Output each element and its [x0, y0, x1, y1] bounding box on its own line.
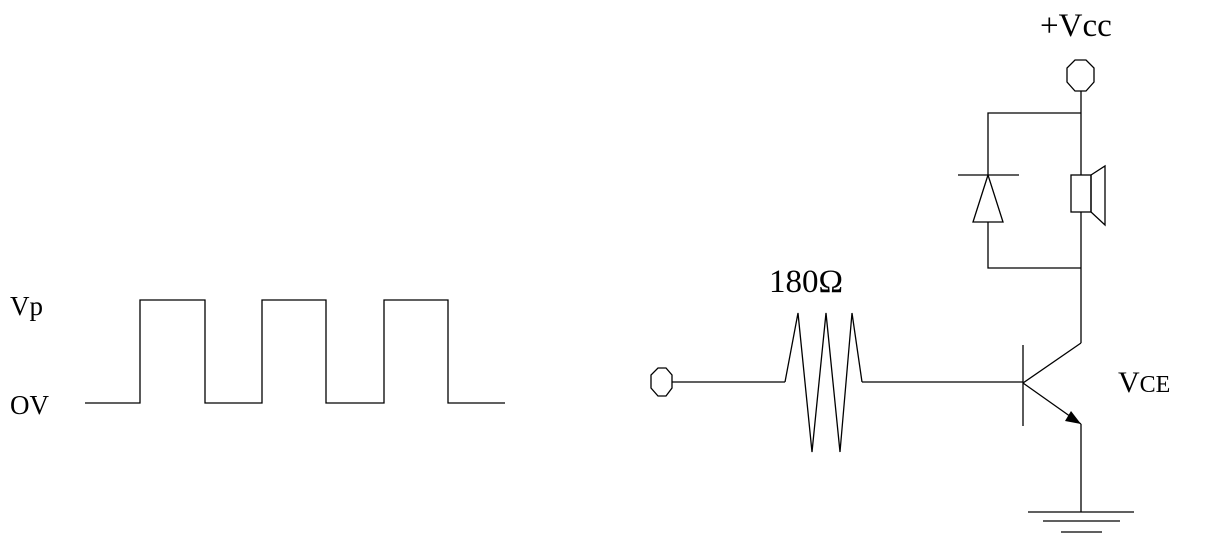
pulse-train — [85, 299, 505, 404]
transistor-collector-leg — [1022, 342, 1082, 384]
vcc-label: +Vcc — [1040, 8, 1112, 44]
emitter-arrow-icon — [1065, 411, 1081, 424]
diode-icon — [958, 172, 1019, 223]
ov-label: OV — [10, 390, 49, 420]
ground-icon — [1028, 511, 1134, 533]
square-waveform: Vp OV — [10, 291, 505, 420]
resistor-label: 180Ω — [769, 264, 843, 300]
vce-label: VCE — [1118, 366, 1170, 399]
npn-transistor-icon — [1022, 342, 1082, 426]
diode-branch-return — [987, 222, 1081, 269]
driver-circuit: 180Ω VCE +Vcc — [650, 8, 1170, 533]
vp-label: Vp — [10, 291, 43, 321]
resistor-icon — [784, 312, 863, 453]
speaker-icon — [1070, 164, 1106, 227]
input-terminal-icon — [650, 367, 673, 397]
vcc-terminal-icon — [1066, 59, 1095, 92]
diode-branch-wire — [987, 112, 1081, 175]
